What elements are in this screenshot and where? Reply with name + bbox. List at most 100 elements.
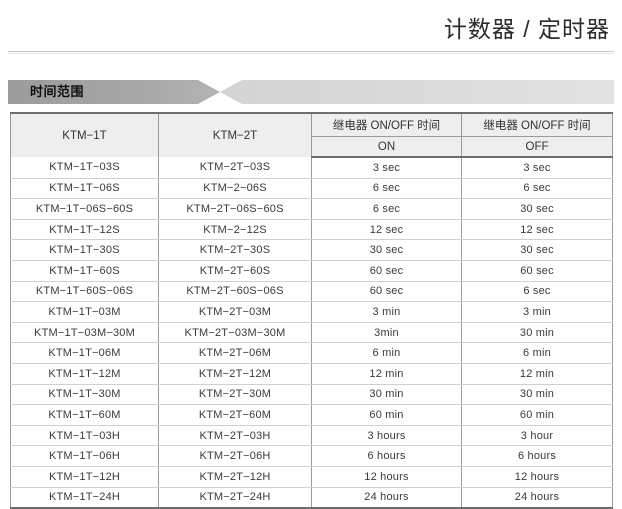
cell-ktm1t: KTM−1T−60S−06S xyxy=(10,281,159,303)
table-row: KTM−1T−12M KTM−2T−12M 12 min 12 min xyxy=(10,363,613,385)
cell-ktm2t: KTM−2−12S xyxy=(158,219,312,241)
column-header-on: ON xyxy=(311,136,462,158)
cell-ktm2t: KTM−2T−24H xyxy=(158,487,312,509)
cell-ktm1t: KTM−1T−06S xyxy=(10,178,159,200)
table-row: KTM−1T−03M KTM−2T−03M 3 min 3 min xyxy=(10,301,613,323)
cell-on: 12 sec xyxy=(311,219,462,241)
cell-off: 24 hours xyxy=(461,487,613,509)
table-head: KTM−1T KTM−2T 继电器 ON/OFF 时间 继电器 ON/OFF 时… xyxy=(10,112,613,158)
cell-ktm2t: KTM−2T−03S xyxy=(158,157,312,179)
cell-on: 24 hours xyxy=(311,487,462,509)
cell-ktm2t: KTM−2T−06H xyxy=(158,445,312,467)
cell-on: 30 min xyxy=(311,384,462,406)
cell-ktm1t: KTM−1T−03M−30M xyxy=(10,322,159,344)
cell-off: 12 hours xyxy=(461,466,613,488)
cell-off: 30 min xyxy=(461,384,613,406)
cell-off: 6 sec xyxy=(461,281,613,303)
cell-on: 30 sec xyxy=(311,239,462,261)
cell-on: 6 sec xyxy=(311,178,462,200)
cell-ktm2t: KTM−2T−03M−30M xyxy=(158,322,312,344)
table-row: KTM−1T−24H KTM−2T−24H 24 hours 24 hours xyxy=(10,487,613,509)
cell-off: 6 hours xyxy=(461,445,613,467)
page-header: 计数器 / 定时器 xyxy=(444,14,610,44)
cell-on: 3min xyxy=(311,322,462,344)
cell-ktm2t: KTM−2T−03H xyxy=(158,425,312,447)
cell-ktm1t: KTM−1T−03S xyxy=(10,157,159,179)
cell-ktm2t: KTM−2T−60M xyxy=(158,404,312,426)
cell-ktm2t: KTM−2T−06M xyxy=(158,342,312,364)
cell-ktm2t: KTM−2T−30S xyxy=(158,239,312,261)
cell-ktm2t: KTM−2T−12H xyxy=(158,466,312,488)
cell-on: 3 min xyxy=(311,301,462,323)
cell-ktm1t: KTM−1T−03M xyxy=(10,301,159,323)
table-row: KTM−1T−12S KTM−2−12S 12 sec 12 sec xyxy=(10,219,613,241)
cell-ktm1t: KTM−1T−12H xyxy=(10,466,159,488)
cell-on: 60 sec xyxy=(311,281,462,303)
cell-ktm2t: KTM−2T−60S−06S xyxy=(158,281,312,303)
table-header-row-primary: KTM−1T KTM−2T 继电器 ON/OFF 时间 继电器 ON/OFF 时… xyxy=(10,112,613,157)
cell-off: 30 sec xyxy=(461,198,613,220)
section-title: 时间范围 xyxy=(30,84,85,99)
column-header-off: OFF xyxy=(461,136,613,158)
cell-off: 12 sec xyxy=(461,219,613,241)
cell-off: 12 min xyxy=(461,363,613,385)
column-header-relay-on-group: 继电器 ON/OFF 时间 xyxy=(311,112,462,137)
cell-on: 60 min xyxy=(311,404,462,426)
table-body: KTM−1T−03S KTM−2T−03S 3 sec 3 sec KTM−1T−06S… xyxy=(10,157,613,509)
table-row: KTM−1T−06H KTM−2T−06H 6 hours 6 hours xyxy=(10,445,613,467)
table-row: KTM−1T−03H KTM−2T−03H 3 hours 3 hour xyxy=(10,425,613,447)
column-header-relay-off-group: 继电器 ON/OFF 时间 xyxy=(461,112,613,137)
cell-ktm1t: KTM−1T−60M xyxy=(10,404,159,426)
cell-on: 6 sec xyxy=(311,198,462,220)
cell-ktm2t: KTM−2T−06S−60S xyxy=(158,198,312,220)
cell-ktm2t: KTM−2T−03M xyxy=(158,301,312,323)
table-row: KTM−1T−60M KTM−2T−60M 60 min 60 min xyxy=(10,404,613,426)
page-root: 计数器 / 定时器 时间范围 KTM−1T KTM−2T 继电器 ON/OFF … xyxy=(8,14,614,509)
table-row: KTM−1T−30M KTM−2T−30M 30 min 30 min xyxy=(10,384,613,406)
banner-arrow-light xyxy=(220,80,614,104)
table-row: KTM−1T−03S KTM−2T−03S 3 sec 3 sec xyxy=(10,157,613,179)
table-row: KTM−1T−06S−60S KTM−2T−06S−60S 6 sec 30 sec xyxy=(10,198,613,220)
cell-ktm1t: KTM−1T−06H xyxy=(10,445,159,467)
table-row: KTM−1T−60S KTM−2T−60S 60 sec 60 sec xyxy=(10,260,613,282)
cell-off: 3 hour xyxy=(461,425,613,447)
cell-off: 6 min xyxy=(461,342,613,364)
cell-on: 12 min xyxy=(311,363,462,385)
table-row: KTM−1T−06M KTM−2T−06M 6 min 6 min xyxy=(10,342,613,364)
cell-ktm2t: KTM−2−06S xyxy=(158,178,312,200)
cell-off: 6 sec xyxy=(461,178,613,200)
page-title: 计数器 / 定时器 xyxy=(443,16,610,42)
cell-on: 3 sec xyxy=(311,157,462,179)
cell-off: 30 sec xyxy=(461,239,613,261)
cell-off: 3 sec xyxy=(461,157,613,179)
cell-off: 60 sec xyxy=(461,260,613,282)
cell-off: 30 min xyxy=(461,322,613,344)
table-row: KTM−1T−12H KTM−2T−12H 12 hours 12 hours xyxy=(10,466,613,488)
cell-on: 6 hours xyxy=(311,445,462,467)
table-row: KTM−1T−60S−06S KTM−2T−60S−06S 60 sec 6 sec xyxy=(10,281,613,303)
spec-table-container: KTM−1T KTM−2T 继电器 ON/OFF 时间 继电器 ON/OFF 时… xyxy=(10,112,613,509)
table-row: KTM−1T−30S KTM−2T−30S 30 sec 30 sec xyxy=(10,239,613,261)
cell-on: 60 sec xyxy=(311,260,462,282)
cell-ktm1t: KTM−1T−24H xyxy=(10,487,159,509)
cell-ktm1t: KTM−1T−12M xyxy=(10,363,159,385)
cell-ktm1t: KTM−1T−12S xyxy=(10,219,159,241)
table-row: KTM−1T−06S KTM−2−06S 6 sec 6 sec xyxy=(10,178,613,200)
cell-on: 6 min xyxy=(311,342,462,364)
cell-on: 3 hours xyxy=(311,425,462,447)
cell-ktm1t: KTM−1T−30S xyxy=(10,239,159,261)
title-divider xyxy=(8,51,614,52)
cell-ktm1t: KTM−1T−06S−60S xyxy=(10,198,159,220)
cell-off: 60 min xyxy=(461,404,613,426)
cell-ktm1t: KTM−1T−60S xyxy=(10,260,159,282)
table-row: KTM−1T−03M−30M KTM−2T−03M−30M 3min 30 min xyxy=(10,322,613,344)
cell-off: 3 min xyxy=(461,301,613,323)
column-header-ktm2t: KTM−2T xyxy=(158,112,312,157)
banner-arrow-dark xyxy=(8,80,220,104)
cell-on: 12 hours xyxy=(311,466,462,488)
cell-ktm2t: KTM−2T−30M xyxy=(158,384,312,406)
cell-ktm2t: KTM−2T−12M xyxy=(158,363,312,385)
column-header-ktm1t: KTM−1T xyxy=(10,112,159,157)
section-banner: 时间范围 xyxy=(8,80,614,104)
cell-ktm2t: KTM−2T−60S xyxy=(158,260,312,282)
